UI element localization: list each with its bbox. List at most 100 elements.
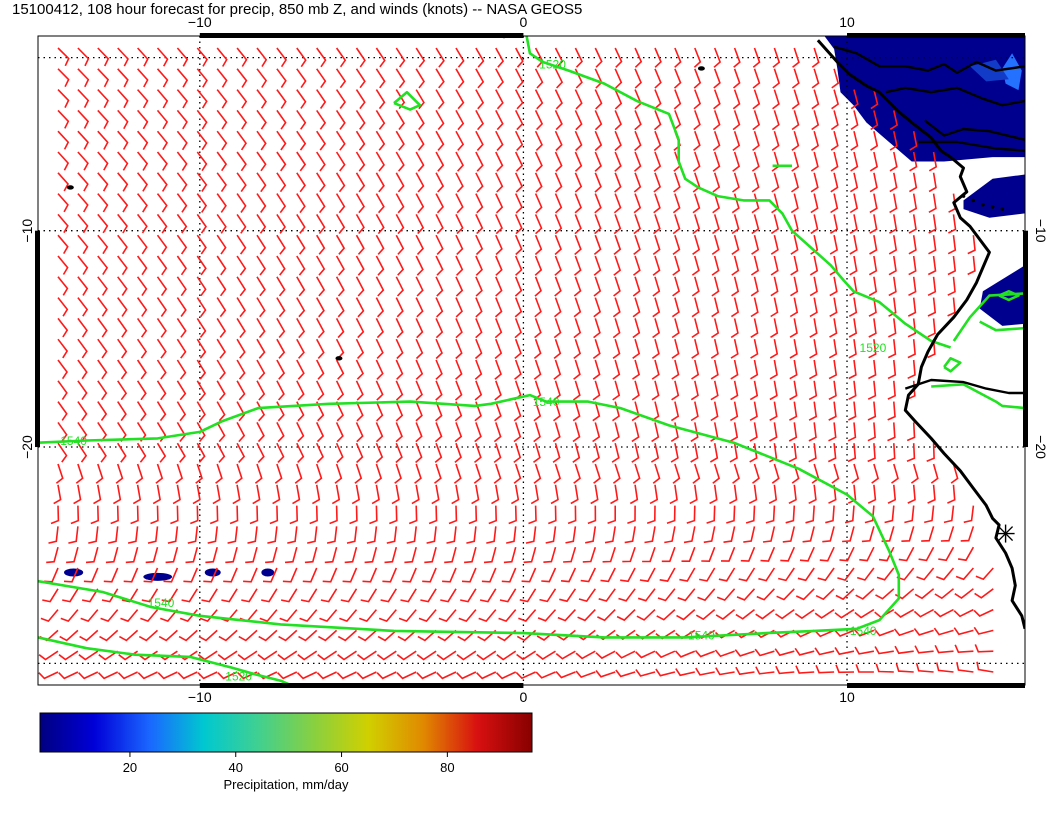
wind-barb xyxy=(176,338,187,359)
wind-barb xyxy=(258,629,278,642)
precip-cell xyxy=(143,572,173,581)
wind-barb xyxy=(829,297,838,317)
wind-barb xyxy=(938,546,955,562)
wind-barb xyxy=(514,338,522,360)
wind-barb xyxy=(127,526,139,544)
wind-barb xyxy=(867,484,877,504)
wind-barb xyxy=(788,443,797,463)
wind-barb xyxy=(136,380,147,401)
wind-barb xyxy=(156,338,167,359)
wind-barb xyxy=(335,193,346,214)
wind-barb xyxy=(296,89,307,109)
wind-barb xyxy=(955,567,975,581)
wind-barb xyxy=(871,463,880,484)
border-namibia-angola xyxy=(904,378,1025,395)
wind-barb xyxy=(97,442,107,463)
wind-barb xyxy=(593,297,602,318)
wind-barb xyxy=(394,463,402,484)
wind-barb xyxy=(136,317,148,338)
wind-barb xyxy=(375,401,384,422)
wind-barb xyxy=(455,359,463,380)
wind-barb xyxy=(136,89,149,109)
wind-barb xyxy=(633,151,642,172)
wind-barb xyxy=(732,463,740,484)
wind-barb xyxy=(456,650,477,661)
wind-barb xyxy=(672,234,681,256)
wind-barb xyxy=(357,650,377,661)
wind-barb xyxy=(276,276,286,297)
wind-barb xyxy=(156,359,167,380)
wind-barb xyxy=(632,276,641,297)
wind-barb xyxy=(176,68,189,88)
wind-barb xyxy=(136,359,147,380)
wind-barb xyxy=(653,193,661,214)
wind-barb xyxy=(115,463,124,484)
wind-barb xyxy=(516,650,537,661)
wind-barb xyxy=(825,505,835,524)
wind-barb xyxy=(77,359,88,380)
wind-barb xyxy=(887,359,897,380)
wind-barb xyxy=(671,380,680,401)
wind-barb xyxy=(57,317,69,338)
wind-barb xyxy=(156,109,169,130)
wind-barb xyxy=(907,359,916,380)
wind-barb xyxy=(384,546,398,564)
contour-label: 1540 xyxy=(533,395,560,409)
wind-barb xyxy=(455,318,463,339)
wind-barb xyxy=(811,89,820,110)
wind-barb xyxy=(594,89,603,110)
wind-barb xyxy=(196,68,208,88)
wind-barb xyxy=(176,172,188,192)
wind-barb xyxy=(563,546,577,563)
wind-barb xyxy=(614,110,622,131)
wind-barb xyxy=(690,443,699,463)
wind-barb xyxy=(743,526,756,543)
wind-barb xyxy=(342,567,358,583)
wind-barb xyxy=(814,629,835,638)
wind-barb xyxy=(554,89,563,110)
wind-barb xyxy=(652,318,661,339)
wind-barb xyxy=(398,609,417,623)
wind-barb xyxy=(646,505,656,524)
wind-barb xyxy=(494,297,503,318)
wind-barb xyxy=(196,151,208,172)
wind-barb xyxy=(417,629,437,642)
wind-barb xyxy=(594,214,602,235)
wind-barb xyxy=(760,546,776,562)
wind-barb xyxy=(750,339,759,359)
wind-barb xyxy=(77,338,88,359)
wind-barb xyxy=(292,484,301,505)
wind-barb xyxy=(752,130,760,152)
wind-barb xyxy=(435,401,443,422)
wind-barb xyxy=(878,546,895,562)
wind-barb xyxy=(671,359,680,380)
wind-barb xyxy=(752,68,761,89)
wind-barb xyxy=(975,567,994,581)
wind-barb xyxy=(775,608,795,620)
wind-barb xyxy=(316,151,326,172)
wind-barb xyxy=(573,338,582,360)
wind-barb xyxy=(690,422,699,442)
wind-barb xyxy=(541,567,557,583)
wind-barb xyxy=(475,214,484,235)
wind-barb xyxy=(847,484,857,504)
wind-barb xyxy=(659,567,676,582)
wind-barb xyxy=(711,234,720,255)
wind-barb xyxy=(57,47,70,67)
wind-barb xyxy=(140,609,159,623)
wind-barb xyxy=(690,401,699,422)
wind-barb xyxy=(475,193,484,214)
wind-barb xyxy=(335,380,345,401)
wind-barb xyxy=(661,546,676,563)
wind-barb xyxy=(888,214,898,234)
wind-barb xyxy=(620,567,636,583)
height-contour-diamond-2 xyxy=(998,289,1020,302)
wind-barb xyxy=(693,68,702,89)
colorbar-tick-label: 40 xyxy=(229,760,243,775)
wind-barb xyxy=(957,546,975,562)
wind-barb xyxy=(755,666,775,675)
wind-barb xyxy=(947,255,957,276)
wind-barb xyxy=(672,193,681,214)
wind-barb xyxy=(216,297,227,318)
wind-barb xyxy=(914,588,935,600)
